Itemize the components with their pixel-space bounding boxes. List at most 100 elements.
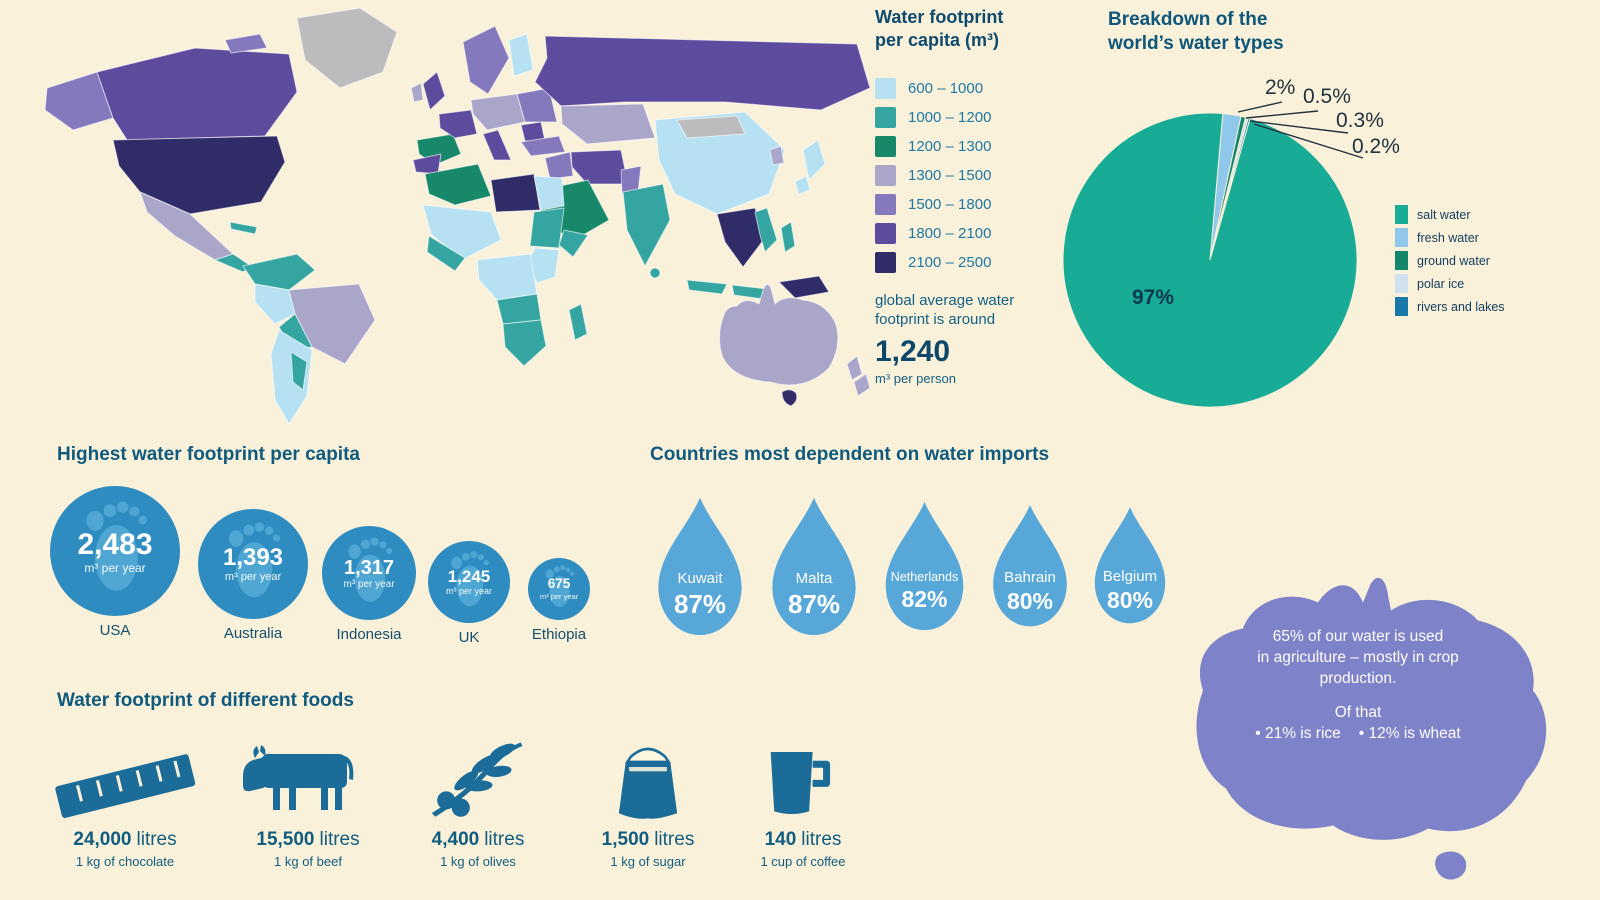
legend-label: 1200 – 1300 xyxy=(908,138,992,155)
drop-text: Netherlands 82% xyxy=(876,570,973,613)
australia-callout: 65% of our water is used in agriculture … xyxy=(1148,538,1568,893)
legend-label: polar ice xyxy=(1417,276,1465,291)
legend-swatch xyxy=(1395,205,1408,224)
drop-text: Belgium 80% xyxy=(1086,568,1174,614)
note-line1: global average water xyxy=(875,292,1015,309)
drop-value: 80% xyxy=(1006,587,1054,614)
imports-heading: Countries most dependent on water import… xyxy=(650,444,1050,465)
footprint-value: 1,317 xyxy=(343,556,395,579)
footprint-circle: 2,483 m³ per year xyxy=(50,486,180,616)
foods-heading: Water footprint of different foods xyxy=(57,690,354,711)
map-legend-item: 1200 – 1300 xyxy=(875,132,1060,161)
water-types-pie-block: Breakdown of the world’s water types 2% … xyxy=(1060,0,1600,435)
note-line2: footprint is around xyxy=(875,311,996,328)
drop-country: Netherlands xyxy=(890,569,959,584)
footprint-unit: m³ per year xyxy=(84,560,146,575)
drop-value: 82% xyxy=(901,585,948,612)
australia-map-icon xyxy=(1196,577,1547,880)
legend-label: rivers and lakes xyxy=(1417,299,1505,314)
footprint-uk: 1,245 m³ per year UK xyxy=(428,541,510,646)
global-average-value: 1,240 xyxy=(875,335,951,368)
map-legend-title-line2: per capita (m³) xyxy=(875,30,1000,50)
map-legend-title: Water footprint per capita (m³) xyxy=(875,6,1060,52)
legend-label: 1800 – 2100 xyxy=(908,225,992,242)
footprint-unit: m³ per year xyxy=(343,578,395,590)
food-amount: 4,400 xyxy=(431,829,480,850)
drop-text: Bahrain 80% xyxy=(984,569,1076,615)
pie-callout-lines xyxy=(1237,101,1364,159)
food-value: 24,000 litres xyxy=(35,829,215,851)
map-legend: Water footprint per capita (m³) 600 – 10… xyxy=(875,6,1060,386)
map-legend-title-line1: Water footprint xyxy=(875,7,1004,27)
pie-title: Breakdown of the world’s water types xyxy=(1108,8,1284,56)
map-legend-item: 2100 – 2500 xyxy=(875,248,1060,277)
drop-text: Malta 87% xyxy=(762,570,866,620)
pie-slice-salt-water xyxy=(1062,112,1358,408)
food-olives: 4,400 litres 1 kg of olives xyxy=(398,728,558,869)
footprint-unit: m³ per year xyxy=(224,571,282,584)
global-average-unit: m³ per person xyxy=(875,371,956,386)
legend-swatch xyxy=(875,194,896,215)
food-amount: 24,000 xyxy=(73,829,132,850)
food-unit: litres xyxy=(654,829,695,850)
legend-swatch xyxy=(1395,228,1408,247)
drop-malta: Malta 87% xyxy=(762,487,866,650)
map-legend-item: 1000 – 1200 xyxy=(875,103,1060,132)
agriculture-line1: 65% of our water is used xyxy=(1272,628,1444,645)
food-desc: 1 kg of olives xyxy=(440,854,516,869)
drop-value: 87% xyxy=(787,589,841,620)
food-value: 15,500 litres xyxy=(218,829,398,851)
food-value: 4,400 litres xyxy=(398,829,558,851)
pie-callout-fresh-water: 2% xyxy=(1265,76,1296,99)
map-legend-item: 1300 – 1500 xyxy=(875,161,1060,190)
legend-label: ground water xyxy=(1417,253,1490,268)
food-amount: 15,500 xyxy=(256,829,315,850)
food-unit: litres xyxy=(484,829,525,850)
footprint-country: UK xyxy=(458,629,480,646)
footprint-circle: 1,245 m³ per year xyxy=(428,541,510,623)
footprint-unit: m³ per year xyxy=(445,586,492,597)
drop-value: 87% xyxy=(673,589,727,620)
footprint-indonesia: 1,317 m³ per year Indonesia xyxy=(322,526,416,643)
water-drop-icon xyxy=(876,492,973,644)
legend-swatch xyxy=(875,107,896,128)
legend-swatch xyxy=(875,252,896,273)
pie-title-line1: Breakdown of the xyxy=(1108,9,1268,30)
agriculture-line4: Of that xyxy=(1334,704,1382,721)
food-icon-wrap xyxy=(35,733,215,821)
food-coffee: 140 litres 1 cup of coffee xyxy=(728,736,878,869)
drop-kuwait: Kuwait 87% xyxy=(648,487,752,650)
footprint-country: USA xyxy=(99,622,131,639)
world-map xyxy=(44,7,870,425)
map-legend-item: 1500 – 1800 xyxy=(875,190,1060,219)
footprint-country: Indonesia xyxy=(336,626,402,643)
food-desc: 1 kg of sugar xyxy=(610,854,686,869)
chocolate-bar-icon xyxy=(55,754,196,818)
pie-salt-water-label: 97% xyxy=(1132,286,1175,309)
water-drop-icon xyxy=(984,495,1076,640)
footprint-value: 1,245 xyxy=(447,566,491,586)
map-legend-item: 1800 – 2100 xyxy=(875,219,1060,248)
drop-value: 80% xyxy=(1106,587,1154,614)
legend-label: fresh water xyxy=(1417,230,1479,245)
agriculture-bullets: • 21% is rice • 12% is wheat xyxy=(1188,723,1528,744)
footprint-country: Ethiopia xyxy=(531,626,587,643)
footprint-country: Australia xyxy=(223,625,283,642)
pie-title-line2: world’s water types xyxy=(1108,33,1284,54)
drop-country: Bahrain xyxy=(1004,568,1056,586)
pie-legend-item: rivers and lakes xyxy=(1395,295,1505,318)
pie-legend-item: fresh water xyxy=(1395,226,1505,249)
pie-legend-item: polar ice xyxy=(1395,272,1505,295)
pie-legend: salt water fresh water ground water pola… xyxy=(1395,203,1505,318)
footprint-circle: 1,393 m³ per year xyxy=(198,509,308,619)
footprint-australia: 1,393 m³ per year Australia xyxy=(198,509,308,642)
footprint-circle: 675 m³ per year xyxy=(528,558,590,620)
olive-branch-icon xyxy=(431,742,523,817)
food-unit: litres xyxy=(801,829,842,850)
pie-callout-rivers-lakes: 0.2% xyxy=(1352,135,1400,158)
drop-country: Belgium xyxy=(1102,568,1158,586)
footprint-ethiopia: 675 m³ per year Ethiopia xyxy=(528,558,590,643)
legend-swatch xyxy=(875,78,896,99)
coffee-mug-icon xyxy=(770,752,831,814)
